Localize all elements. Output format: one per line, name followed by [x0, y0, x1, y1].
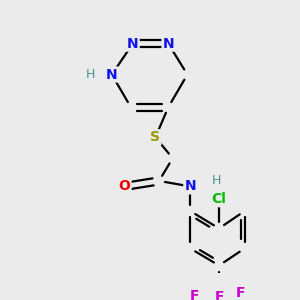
Text: F: F — [214, 290, 224, 300]
Text: O: O — [119, 179, 130, 194]
Text: H: H — [86, 68, 95, 81]
Text: F: F — [190, 289, 199, 300]
Text: S: S — [151, 130, 160, 144]
Text: N: N — [184, 179, 196, 194]
Text: Cl: Cl — [212, 192, 226, 206]
Text: H: H — [212, 174, 221, 188]
Text: N: N — [127, 37, 139, 51]
Text: F: F — [235, 286, 245, 300]
Text: N: N — [163, 37, 174, 51]
Text: N: N — [106, 68, 118, 82]
